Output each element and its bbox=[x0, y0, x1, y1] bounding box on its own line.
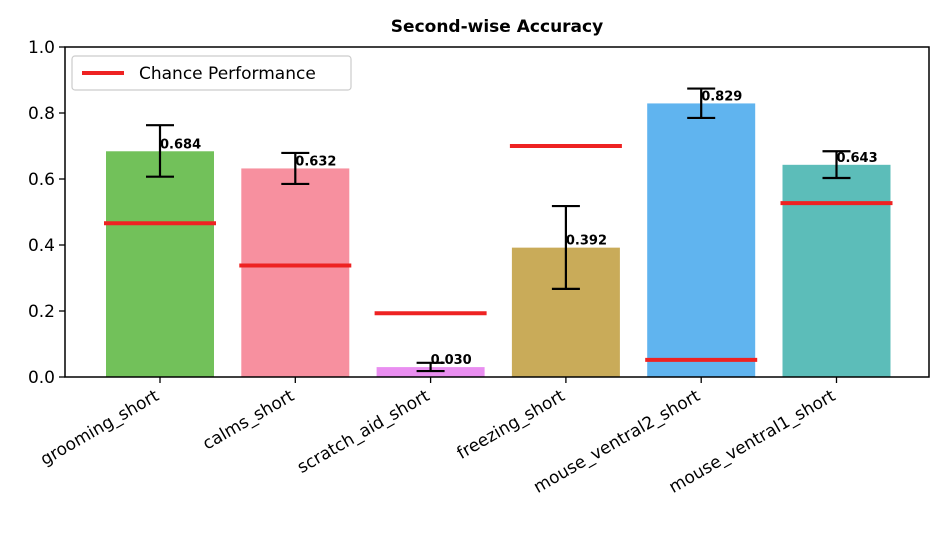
chance-lines-group bbox=[104, 144, 893, 362]
x-tick-label-grooming_short: grooming_short bbox=[37, 386, 163, 470]
legend-label: Chance Performance bbox=[139, 64, 316, 84]
value-label-freezing_short: 0.392 bbox=[566, 234, 607, 249]
value-label-scratch_aid_short: 0.030 bbox=[431, 353, 472, 368]
bars-group bbox=[106, 103, 891, 378]
x-tick-label-calms_short: calms_short bbox=[199, 386, 298, 455]
error-bars-group bbox=[146, 87, 851, 373]
x-axis: grooming_short calms_shortscratch_aid_sho… bbox=[37, 377, 839, 498]
y-tick-label-4: 0.8 bbox=[28, 104, 55, 124]
x-tick-label-freezing_short: freezing_short bbox=[454, 386, 569, 464]
value-label-mouse_ventral2_short: 0.829 bbox=[701, 89, 742, 104]
value-label-calms_short: 0.632 bbox=[295, 154, 336, 169]
legend-box bbox=[71, 55, 352, 91]
y-tick-label-2: 0.4 bbox=[28, 236, 55, 256]
value-labels-group: 0.684 0.632 0.030 0.392 0.829 0.643 bbox=[160, 89, 878, 368]
bar-mouse_ventral2_short bbox=[647, 103, 756, 378]
bar-mouse_ventral1_short bbox=[782, 164, 891, 377]
value-label-grooming_short: 0.684 bbox=[160, 137, 201, 152]
bar-grooming_short bbox=[106, 151, 214, 377]
legend: Chance Performance bbox=[71, 55, 352, 91]
bar-calms_short bbox=[241, 168, 350, 377]
y-axis: 0.0 0.2 0.4 0.6 0.8 1.0 bbox=[28, 38, 65, 388]
x-tick-label-scratch_aid_short: scratch_aid_short bbox=[294, 386, 433, 478]
value-label-mouse_ventral1_short: 0.643 bbox=[837, 151, 878, 166]
plot-frame bbox=[64, 46, 930, 378]
chart-title: Second-wise Accuracy bbox=[391, 17, 603, 37]
y-tick-label-3: 0.6 bbox=[28, 170, 55, 190]
y-tick-label-1: 0.2 bbox=[28, 302, 55, 322]
y-tick-label-5: 1.0 bbox=[28, 38, 55, 58]
y-tick-label-0: 0.0 bbox=[28, 368, 55, 388]
